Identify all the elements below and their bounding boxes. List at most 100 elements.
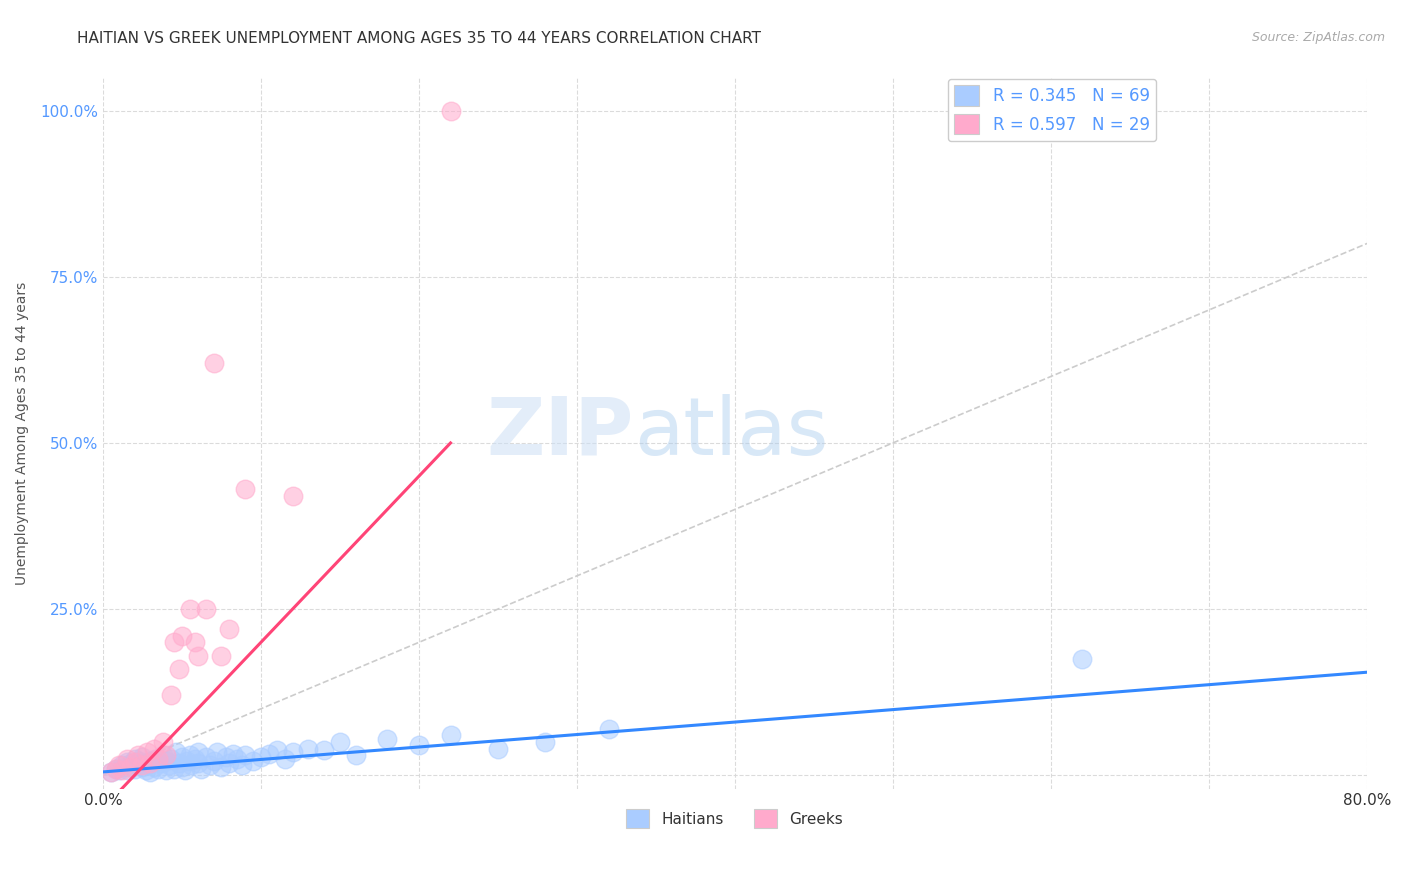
- Point: [135, 763, 157, 777]
- Point: [273, 751, 295, 765]
- Point: [218, 622, 240, 636]
- Point: [211, 760, 233, 774]
- Point: [202, 356, 225, 370]
- Point: [408, 739, 430, 753]
- Point: [142, 760, 165, 774]
- Point: [115, 755, 138, 769]
- Point: [215, 749, 238, 764]
- Point: [233, 748, 256, 763]
- Point: [117, 763, 139, 777]
- Point: [226, 751, 249, 765]
- Point: [132, 756, 155, 771]
- Point: [187, 648, 209, 663]
- Point: [183, 751, 205, 765]
- Y-axis label: Unemployment Among Ages 35 to 44 years: Unemployment Among Ages 35 to 44 years: [15, 281, 30, 584]
- Point: [115, 751, 138, 765]
- Point: [202, 754, 225, 768]
- Point: [297, 741, 319, 756]
- Point: [160, 751, 183, 765]
- Point: [1071, 652, 1094, 666]
- Point: [136, 745, 159, 759]
- Point: [142, 741, 165, 756]
- Point: [163, 635, 186, 649]
- Point: [187, 756, 209, 771]
- Point: [179, 602, 201, 616]
- Text: HAITIAN VS GREEK UNEMPLOYMENT AMONG AGES 35 TO 44 YEARS CORRELATION CHART: HAITIAN VS GREEK UNEMPLOYMENT AMONG AGES…: [77, 31, 761, 46]
- Point: [534, 735, 557, 749]
- Point: [200, 758, 222, 772]
- Text: atlas: atlas: [634, 394, 828, 472]
- Point: [257, 747, 280, 761]
- Point: [231, 758, 253, 772]
- Point: [136, 758, 159, 772]
- Point: [179, 748, 201, 763]
- Point: [131, 760, 153, 774]
- Point: [157, 758, 180, 772]
- Point: [242, 754, 264, 768]
- Point: [139, 764, 162, 779]
- Point: [149, 756, 172, 771]
- Point: [120, 756, 142, 771]
- Point: [329, 735, 352, 749]
- Point: [170, 629, 193, 643]
- Point: [139, 754, 162, 768]
- Point: [111, 763, 134, 777]
- Point: [155, 763, 177, 777]
- Point: [143, 751, 166, 765]
- Point: [250, 749, 273, 764]
- Text: Source: ZipAtlas.com: Source: ZipAtlas.com: [1251, 31, 1385, 45]
- Point: [139, 756, 162, 771]
- Point: [180, 758, 202, 772]
- Point: [314, 743, 336, 757]
- Point: [131, 749, 153, 764]
- Point: [344, 748, 367, 763]
- Point: [486, 741, 509, 756]
- Point: [107, 758, 129, 772]
- Point: [124, 751, 146, 765]
- Point: [127, 758, 149, 772]
- Point: [148, 762, 170, 776]
- Point: [176, 754, 198, 768]
- Point: [114, 760, 136, 774]
- Point: [221, 747, 243, 761]
- Text: ZIP: ZIP: [486, 394, 634, 472]
- Point: [163, 762, 186, 776]
- Point: [155, 748, 177, 763]
- Point: [266, 743, 288, 757]
- Point: [104, 762, 127, 776]
- Point: [128, 754, 150, 768]
- Point: [111, 758, 134, 772]
- Point: [155, 754, 177, 768]
- Point: [124, 762, 146, 776]
- Point: [205, 745, 228, 759]
- Point: [218, 756, 240, 771]
- Point: [127, 748, 149, 763]
- Point: [131, 758, 153, 772]
- Point: [120, 760, 142, 774]
- Point: [281, 489, 304, 503]
- Point: [174, 763, 197, 777]
- Point: [124, 755, 146, 769]
- Point: [165, 745, 187, 759]
- Point: [194, 602, 217, 616]
- Point: [439, 728, 461, 742]
- Point: [187, 745, 209, 759]
- Point: [375, 731, 398, 746]
- Point: [107, 763, 129, 777]
- Point: [183, 635, 205, 649]
- Point: [167, 756, 190, 771]
- Point: [167, 662, 190, 676]
- Point: [211, 648, 233, 663]
- Point: [104, 762, 127, 776]
- Point: [100, 764, 122, 779]
- Point: [170, 760, 193, 774]
- Point: [233, 483, 256, 497]
- Point: [194, 749, 217, 764]
- Point: [152, 748, 174, 763]
- Point: [152, 735, 174, 749]
- Point: [281, 745, 304, 759]
- Point: [190, 762, 212, 776]
- Legend: Haitians, Greeks: Haitians, Greeks: [620, 804, 849, 834]
- Point: [100, 764, 122, 779]
- Point: [439, 103, 461, 118]
